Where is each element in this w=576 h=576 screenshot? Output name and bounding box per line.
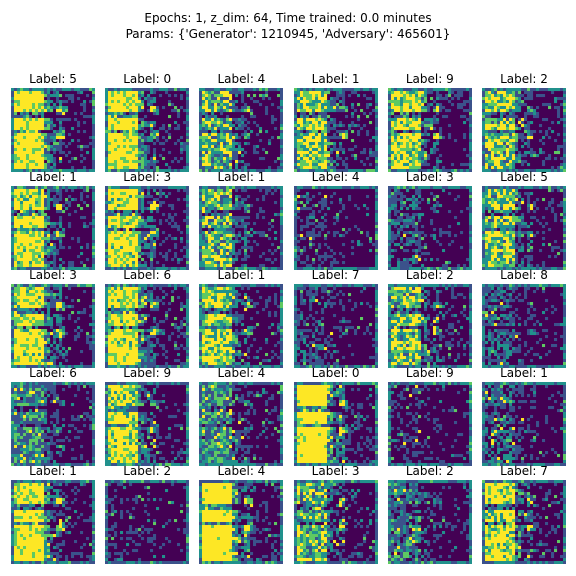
- generated-sample-image: [387, 382, 472, 466]
- generated-sample-image: [293, 88, 378, 172]
- sample-label: Label: 8: [500, 268, 548, 282]
- generated-sample-image: [387, 88, 472, 172]
- sample-label: Label: 3: [123, 170, 172, 184]
- sample-label: Label: 1: [217, 268, 266, 282]
- generated-sample-image: [199, 382, 284, 466]
- generated-sample-image: [482, 186, 566, 270]
- sample-label: Label: 2: [123, 464, 172, 478]
- sample-label: Label: 9: [123, 366, 172, 380]
- sample-label: Label: 2: [405, 268, 454, 282]
- sample-label: Label: 0: [311, 366, 360, 380]
- sample-label: Label: 1: [217, 170, 266, 184]
- sample-label: Label: 1: [29, 170, 77, 184]
- sample-label: Label: 4: [217, 464, 266, 478]
- generated-sample-image: [11, 480, 95, 564]
- generated-sample-image: [11, 284, 95, 368]
- generated-sample-image: [11, 382, 95, 466]
- sample-label: Label: 1: [29, 464, 77, 478]
- generated-sample-image: [199, 480, 284, 564]
- sample-label: Label: 7: [500, 464, 548, 478]
- generated-sample-image: [105, 284, 190, 368]
- title-line-epochs: Epochs: 1, z_dim: 64, Time trained: 0.0 …: [144, 11, 432, 25]
- generated-sample-image: [199, 284, 284, 368]
- generated-sample-image: [105, 186, 190, 270]
- sample-label: Label: 5: [500, 170, 548, 184]
- generated-sample-image: [293, 480, 378, 564]
- sample-label: Label: 4: [217, 72, 266, 86]
- figure-title: Epochs: 1, z_dim: 64, Time trained: 0.0 …: [0, 10, 576, 42]
- sample-label: Label: 4: [311, 170, 360, 184]
- sample-label: Label: 9: [405, 366, 454, 380]
- sample-label: Label: 1: [311, 72, 360, 86]
- generated-sample-image: [482, 284, 566, 368]
- generated-sample-image: [199, 88, 284, 172]
- generated-sample-image: [11, 186, 95, 270]
- generated-sample-image: [482, 382, 566, 466]
- generated-sample-image: [199, 186, 284, 270]
- generated-sample-image: [293, 186, 378, 270]
- generated-sample-image: [482, 480, 566, 564]
- generated-sample-image: [293, 382, 378, 466]
- generated-sample-image: [293, 284, 378, 368]
- sample-label: Label: 5: [29, 72, 77, 86]
- generated-sample-image: [105, 88, 190, 172]
- sample-label: Label: 3: [29, 268, 77, 282]
- sample-label: Label: 7: [311, 268, 360, 282]
- sample-label: Label: 2: [500, 72, 548, 86]
- generated-sample-image: [387, 284, 472, 368]
- sample-label: Label: 0: [123, 72, 172, 86]
- sample-label: Label: 1: [500, 366, 548, 380]
- sample-label: Label: 6: [29, 366, 77, 380]
- sample-label: Label: 2: [405, 464, 454, 478]
- sample-label: Label: 4: [217, 366, 266, 380]
- title-line-params: Params: {'Generator': 1210945, 'Adversar…: [125, 27, 451, 41]
- generated-sample-image: [11, 88, 95, 172]
- generated-sample-image: [387, 186, 472, 270]
- generated-sample-image: [105, 480, 190, 564]
- generated-sample-image: [105, 382, 190, 466]
- sample-label: Label: 6: [123, 268, 172, 282]
- generated-sample-image: [387, 480, 472, 564]
- sample-label: Label: 9: [405, 72, 454, 86]
- sample-label: Label: 3: [311, 464, 360, 478]
- sample-label: Label: 3: [405, 170, 454, 184]
- generated-sample-image: [482, 88, 566, 172]
